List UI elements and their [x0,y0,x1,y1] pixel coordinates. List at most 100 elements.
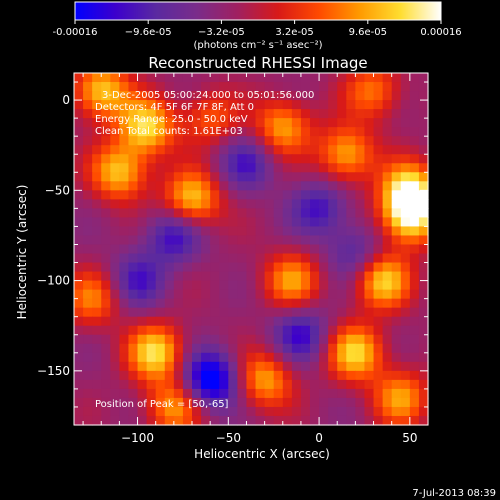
heatmap-cell [291,199,302,209]
heatmap-cell [328,118,338,128]
heatmap-cell [210,388,220,399]
heatmap-cell [74,235,84,246]
heatmap-cell [409,289,420,300]
heatmap-cell [391,91,402,101]
heatmap-cell [364,307,375,318]
heatmap-cell [74,199,84,209]
heatmap-cell [337,370,347,381]
heatmap-cell [101,406,111,417]
heatmap-cell [264,397,275,408]
heatmap-cell [119,181,130,191]
heatmap-cell [337,316,347,327]
heatmap-cell [192,208,202,219]
heatmap-cell [182,334,193,345]
heatmap-cell [391,343,402,354]
heatmap-cell [319,73,329,83]
heatmap-cell [337,325,347,336]
heatmap-cell [300,388,311,399]
heatmap-cell [291,181,302,191]
heatmap-cell [101,388,111,399]
heatmap-cell [137,199,148,209]
heatmap-cell [164,352,175,363]
heatmap-cell [192,415,202,426]
heatmap-cell [146,163,157,173]
heatmap-cell [264,361,275,372]
heatmap-cell [119,352,130,363]
heatmap-cell [319,352,329,363]
heatmap-cell [192,298,202,309]
heatmap-cell [409,91,420,101]
heatmap-cell [155,316,166,327]
heatmap-cell [382,379,393,390]
heatmap-cell [237,190,248,200]
heatmap-cell [409,154,420,164]
heatmap-cell [228,253,238,264]
heatmap-cell [219,262,229,273]
heatmap-cell [264,172,275,182]
heatmap-cell [137,343,148,354]
heatmap-cell [255,325,266,336]
heatmap-cell [373,361,384,372]
heatmap-cell [264,82,275,92]
heatmap-cell [300,91,311,101]
heatmap-cell [155,298,166,309]
heatmap-cell [201,82,211,92]
heatmap-cell [310,379,320,390]
heatmap-cell [382,235,393,246]
heatmap-cell [319,334,329,345]
heatmap-cell [101,379,111,390]
heatmap-cell [110,244,120,255]
heatmap-cell [400,100,411,110]
heatmap-cell [137,271,148,282]
heatmap-cell [228,325,238,336]
heatmap-cell [328,181,338,191]
heatmap-cell [110,235,120,246]
heatmap-cell [110,334,120,345]
heatmap-cell [110,388,120,399]
heatmap-cell [237,109,248,119]
heatmap-cell [273,154,284,164]
heatmap-cell [83,127,93,137]
heatmap-cell [83,316,93,327]
heatmap-cell [400,280,411,291]
heatmap-cell [328,127,338,137]
heatmap-cell [101,271,111,282]
heatmap-cell [101,100,111,110]
heatmap-cell [83,217,93,228]
heatmap-cell [83,388,93,399]
heatmap-cell [219,325,229,336]
heatmap-cell [337,190,347,200]
heatmap-cell [255,190,266,200]
heatmap-cell [110,352,120,363]
heatmap-cell [146,118,157,128]
heatmap-cell [282,217,293,228]
heatmap-cell [83,100,93,110]
heatmap-cell [346,352,356,363]
heatmap-cell [255,91,266,101]
heatmap-cell [264,154,275,164]
heatmap-cell [373,352,384,363]
heatmap-cell [264,343,275,354]
heatmap-cell [282,388,293,399]
heatmap-cell [237,271,248,282]
heatmap-cell [182,235,193,246]
heatmap-cell [110,262,120,273]
heatmap-cell [337,289,347,300]
heatmap-cell [210,118,220,128]
heatmap-cell [228,91,238,101]
heatmap-cell [137,352,148,363]
heatmap-cell [291,262,302,273]
heatmap-cell [74,397,84,408]
heatmap-cell [155,118,166,128]
heatmap-cell [146,397,157,408]
heatmap-cell [155,163,166,173]
heatmap-cell [382,199,393,209]
heatmap-cell [282,226,293,237]
heatmap-cell [246,199,257,209]
heatmap-cell [310,262,320,273]
heatmap-cell [400,307,411,318]
heatmap-cell [355,163,366,173]
heatmap-cell [319,406,329,417]
heatmap-cell [273,244,284,255]
heatmap-cell [246,280,257,291]
